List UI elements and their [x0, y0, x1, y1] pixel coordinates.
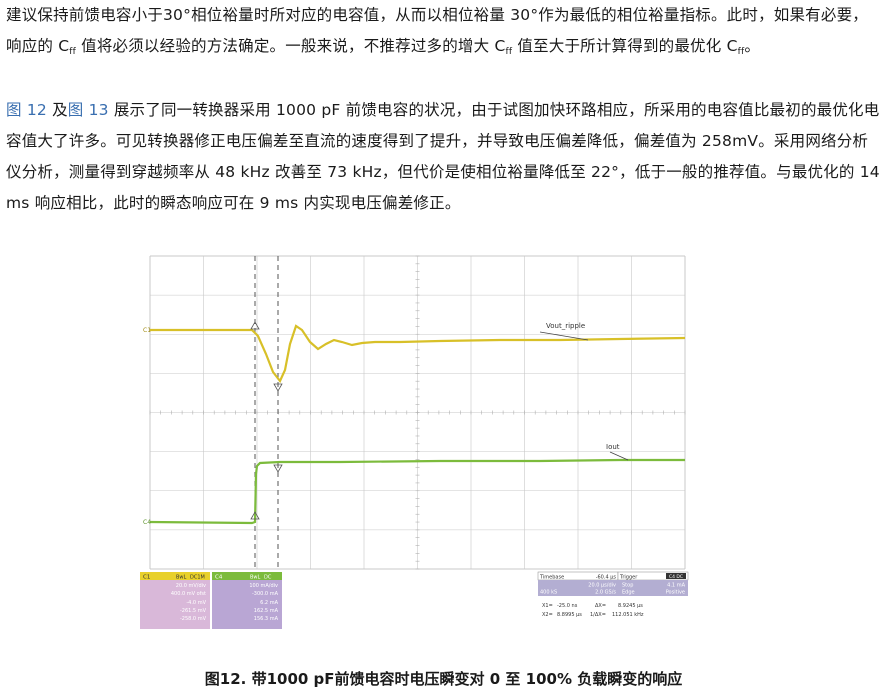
cursor-dx-label: ΔX=	[595, 603, 606, 609]
c4-panel-header: C4	[215, 575, 223, 581]
text: 展示了同一转换器采用 1000 pF 前馈电容的状况，由于试图加快环路相应，所采…	[6, 101, 880, 212]
figure-13-link[interactable]: 图 13	[67, 101, 109, 119]
paragraph-1: 建议保持前馈电容小于30°相位裕量时所对应的电容值，从而以相位裕量 30°作为最…	[6, 0, 882, 65]
c1-panel-header: C1	[143, 575, 150, 581]
vout-label-leader	[539, 331, 589, 341]
c1-row: 20.0 mV/div	[176, 583, 206, 589]
timebase-trigger-panel: Timebase -60.4 µs Trigger C4 DC 20.0 µs/…	[537, 571, 689, 596]
c4-row: 100 mA/div	[249, 583, 278, 589]
iout-label-leader	[609, 451, 629, 461]
c1-marker: C1	[143, 327, 151, 334]
cursor-readout: X1= -25.0 ns ΔX= 8.9245 µs X2= 8.8995 µs…	[542, 603, 644, 618]
sample-count: 400 kS	[540, 590, 557, 596]
c4-readout-panel: C4 BwL DC 100 mA/div -300.0 mA 6.2 mA 16…	[212, 572, 282, 629]
c4-marker: C4	[143, 519, 151, 526]
subscript: ff	[505, 47, 513, 57]
trigger-marker-4	[273, 464, 283, 473]
trigger-mode: Stop	[622, 583, 633, 589]
text: 及	[46, 101, 68, 119]
cursor-x1-value: -25.0 ns	[557, 603, 578, 609]
c4-tag: DC	[264, 575, 272, 581]
figure-12-link[interactable]: 图 12	[6, 101, 47, 119]
c1-panel-header-bg	[140, 572, 210, 580]
trigger-tag: C4 DC	[669, 574, 683, 580]
c1-row: 400.0 mV ofst	[171, 591, 206, 597]
figure-caption: 图12. 带1000 pF前馈电容时电压瞬变对 0 至 100% 负载瞬变的响应	[204, 670, 683, 688]
c1-panel-bg	[140, 572, 210, 629]
trigger-marker-1	[250, 321, 260, 330]
cursor-inv-dx-value: 112.051 kHz	[612, 612, 644, 618]
c1-row: -261.5 mV	[180, 608, 207, 614]
trigger-label: Trigger	[619, 575, 638, 581]
c4-panel-header-bg	[212, 572, 282, 580]
c4-panel-bg	[212, 572, 282, 629]
c4-row: 162.5 mA	[254, 608, 279, 614]
c1-tag: DC1M	[190, 575, 205, 581]
timebase-values-bg	[538, 580, 688, 596]
c1-row: -258.0 mV	[180, 616, 207, 622]
iout-trace	[149, 458, 685, 525]
text: 建议保持前馈电容小于30°相位裕量时所对应的电容值，从而以相位裕量 30°作为最…	[6, 6, 868, 55]
text: 。	[744, 37, 761, 55]
cursor-x2-value: 8.8995 µs	[557, 612, 582, 618]
text: 值将必须以经验的方法确定。一般来说，不推荐过多的增大 C	[76, 37, 506, 55]
cursor-inv-dx-label: 1/ΔX=	[590, 612, 606, 618]
timebase-offset: -60.4 µs	[596, 575, 617, 581]
c4-tag: BwL	[250, 575, 261, 581]
paragraph-2: 图 12 及图 13 展示了同一转换器采用 1000 pF 前馈电容的状况，由于…	[6, 95, 882, 219]
oscilloscope-figure: Vout_ripple Iout C1 C4 C1 BwL DC1M 20.0 …	[140, 254, 690, 629]
iout-label: Iout	[606, 443, 620, 451]
trigger-slope: Positive	[666, 590, 685, 596]
timebase-label: Timebase	[539, 575, 564, 581]
cursor-dx-value: 8.9245 µs	[618, 603, 643, 609]
c4-row: 156.3 mA	[254, 616, 279, 622]
timebase-div: 20.0 µs/div	[588, 583, 616, 589]
c1-readout-panel: C1 BwL DC1M 20.0 mV/div 400.0 mV ofst -4…	[140, 572, 210, 629]
vout-trace	[150, 324, 686, 384]
cursor-x2-label: X2=	[542, 612, 553, 618]
trigger-type: Edge	[622, 590, 635, 596]
subscript: ff	[737, 47, 745, 57]
c4-row: -300.0 mA	[252, 591, 279, 597]
trigger-tag-bg	[666, 573, 686, 579]
text: 值至大于所计算得到的最优化 C	[512, 37, 738, 55]
subscript: ff	[69, 47, 76, 57]
grid	[149, 255, 686, 570]
cursor-x1-label: X1=	[542, 603, 553, 609]
c1-row: -4.0 mV	[186, 600, 206, 606]
oscilloscope-screen: Vout_ripple Iout C1 C4 C1 BwL DC1M 20.0 …	[140, 254, 690, 629]
trigger-marker-3	[250, 511, 260, 520]
c1-tag: BwL	[176, 575, 187, 581]
vout-label: Vout_ripple	[546, 322, 585, 330]
sample-rate: 2.0 GS/s	[595, 590, 616, 596]
trigger-level: 4.1 mA	[667, 583, 685, 589]
screen-background	[140, 254, 690, 629]
c4-row: 6.2 mA	[260, 600, 278, 606]
trigger-marker-2	[273, 383, 283, 392]
